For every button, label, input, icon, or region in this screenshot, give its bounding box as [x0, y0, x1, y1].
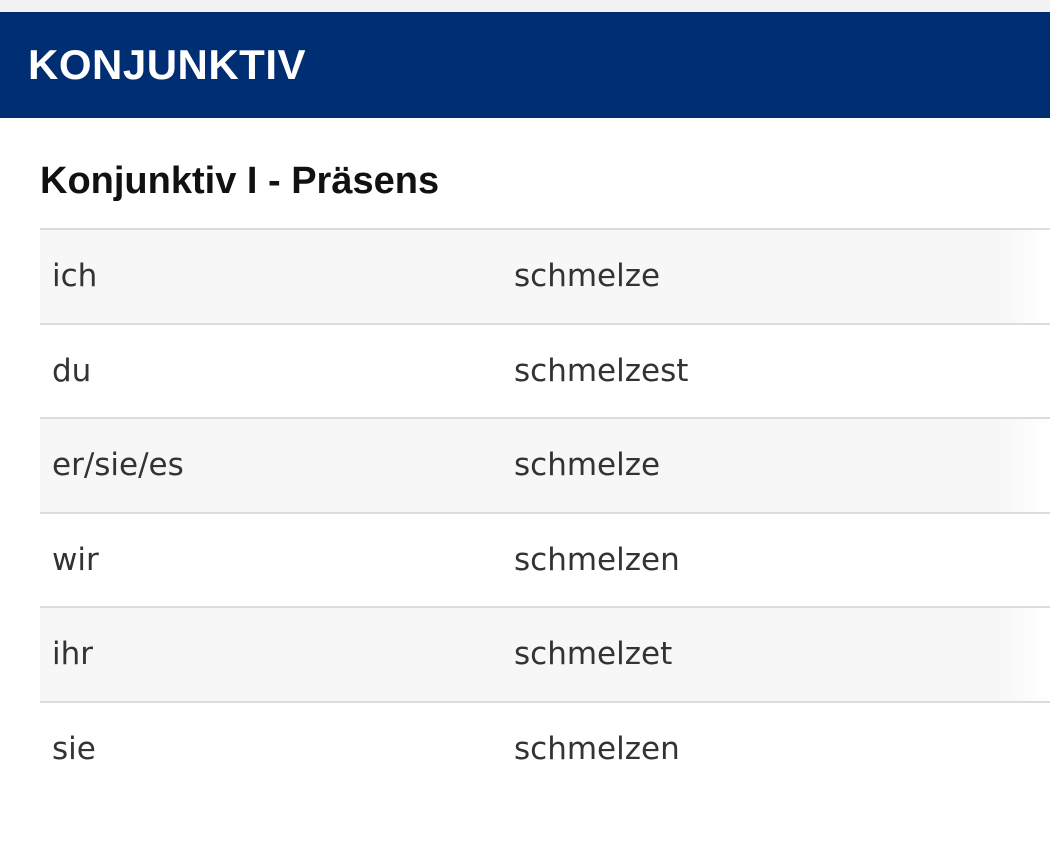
- table-row: du schmelzest: [40, 325, 1050, 419]
- tense-title: Konjunktiv I - Präsens: [40, 160, 440, 202]
- status-strip: [0, 0, 1050, 12]
- pronoun-cell: wir: [52, 541, 99, 578]
- pronoun-cell: ich: [52, 258, 98, 295]
- verb-form-cell: schmelzen: [514, 541, 680, 578]
- header-title: KONJUNKTIV: [28, 41, 307, 88]
- verb-form-cell: schmelze: [514, 447, 661, 484]
- table-row: er/sie/es schmelze: [40, 419, 1050, 514]
- verb-form-cell: schmelzest: [514, 352, 689, 389]
- table-row: sie schmelzen: [40, 703, 1050, 796]
- conjugation-section: Konjunktiv I - Präsens ich schmelze du s…: [0, 118, 1050, 795]
- conjugation-table: ich schmelze du schmelzest er/sie/es sch…: [40, 228, 1050, 795]
- table-row: ihr schmelzet: [40, 608, 1050, 703]
- verb-form-cell: schmelzet: [514, 636, 673, 673]
- verb-form-cell: schmelzen: [514, 730, 680, 767]
- pronoun-cell: sie: [52, 730, 96, 767]
- pronoun-cell: ihr: [52, 636, 94, 673]
- pronoun-cell: er/sie/es: [52, 447, 184, 484]
- table-row: wir schmelzen: [40, 514, 1050, 608]
- pronoun-cell: du: [52, 352, 92, 389]
- verb-form-cell: schmelze: [514, 258, 661, 295]
- section-header-bar: KONJUNKTIV: [0, 12, 1050, 118]
- table-row: ich schmelze: [40, 230, 1050, 325]
